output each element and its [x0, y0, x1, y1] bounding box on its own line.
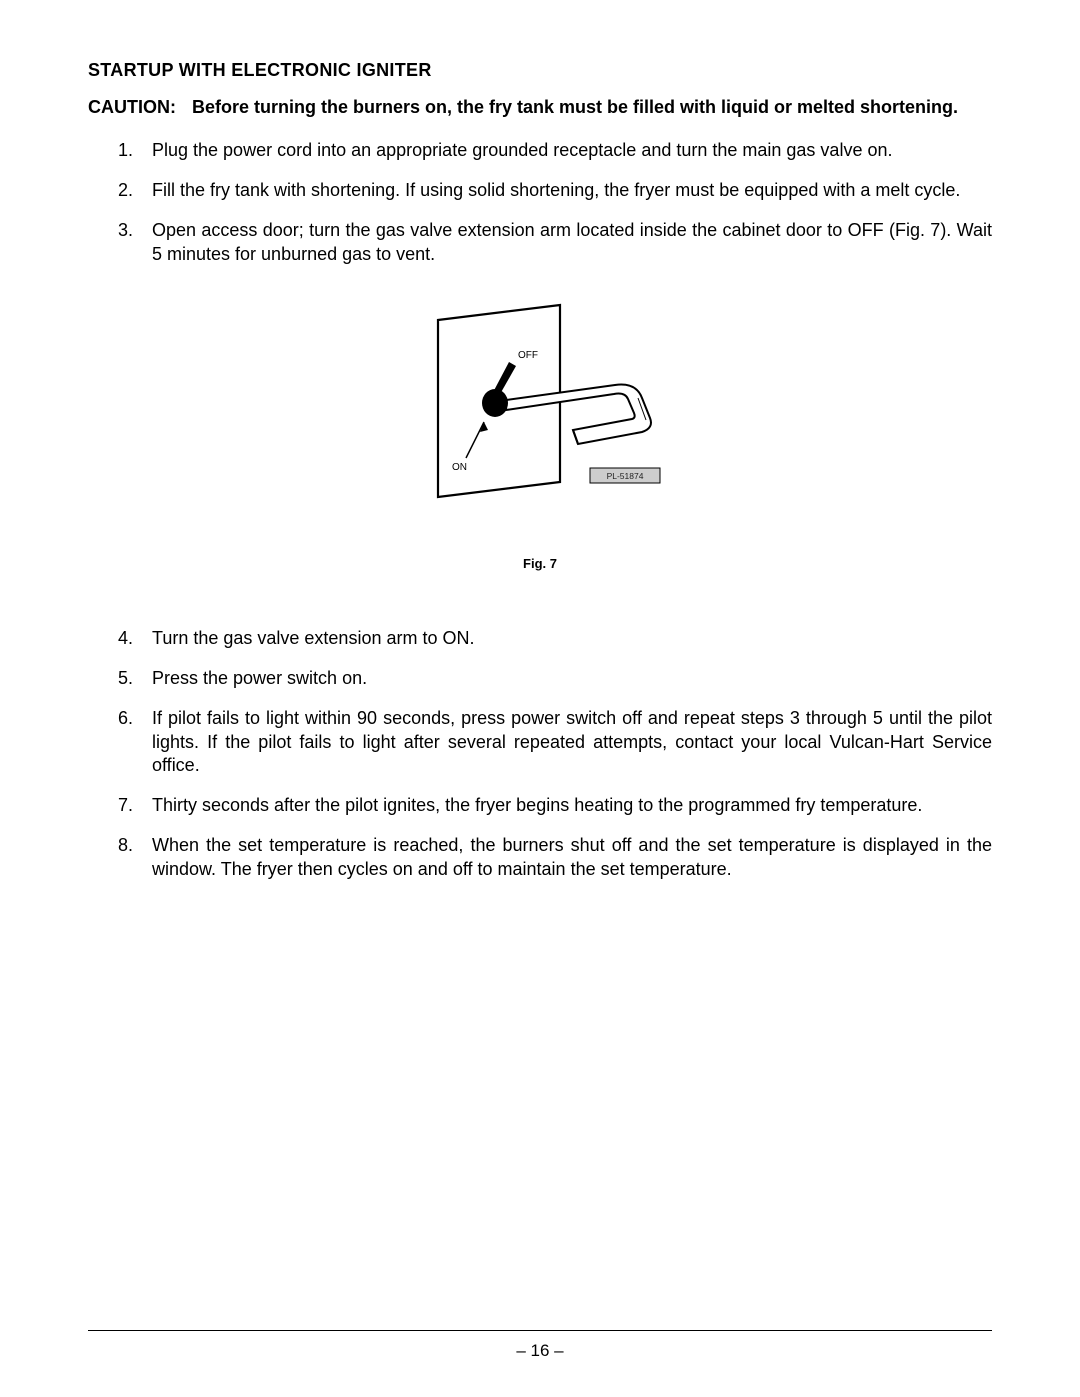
- list-text: If pilot fails to light within 90 second…: [152, 707, 992, 778]
- list-item: 8. When the set temperature is reached, …: [118, 834, 992, 882]
- figure-block: OFF ON PL-51874 Fig. 7: [88, 302, 992, 571]
- list-item: 1. Plug the power cord into an appropria…: [118, 139, 992, 163]
- footer-rule: [88, 1330, 992, 1331]
- list-text: Plug the power cord into an appropriate …: [152, 139, 992, 163]
- on-label: ON: [452, 462, 467, 473]
- list-text: Turn the gas valve extension arm to ON.: [152, 627, 992, 651]
- list-item: 2. Fill the fry tank with shortening. If…: [118, 179, 992, 203]
- list-text: Open access door; turn the gas valve ext…: [152, 219, 992, 267]
- off-label: OFF: [518, 350, 538, 361]
- caution-text: Before turning the burners on, the fry t…: [192, 97, 958, 117]
- figure-caption: Fig. 7: [88, 556, 992, 571]
- caution-label: CAUTION:: [88, 97, 176, 117]
- list-text: Fill the fry tank with shortening. If us…: [152, 179, 992, 203]
- section-title: STARTUP WITH ELECTRONIC IGNITER: [88, 60, 992, 81]
- list-item: 6. If pilot fails to light within 90 sec…: [118, 707, 992, 778]
- list-text: Press the power switch on.: [152, 667, 992, 691]
- list-number: 4.: [118, 627, 152, 651]
- caution-block: CAUTION: Before turning the burners on, t…: [88, 95, 992, 119]
- list-number: 3.: [118, 219, 152, 267]
- list-item: 5. Press the power switch on.: [118, 667, 992, 691]
- list-text: Thirty seconds after the pilot ignites, …: [152, 794, 992, 818]
- list-text: When the set temperature is reached, the…: [152, 834, 992, 882]
- page-footer: – 16 –: [88, 1330, 992, 1361]
- list-number: 5.: [118, 667, 152, 691]
- page-content: STARTUP WITH ELECTRONIC IGNITER CAUTION:…: [0, 0, 1080, 881]
- list-item: 3. Open access door; turn the gas valve …: [118, 219, 992, 267]
- list-item: 4. Turn the gas valve extension arm to O…: [118, 627, 992, 651]
- list-number: 6.: [118, 707, 152, 778]
- list-number: 1.: [118, 139, 152, 163]
- figure-diagram: OFF ON PL-51874: [410, 302, 670, 512]
- page-number: – 16 –: [88, 1341, 992, 1361]
- list-number: 7.: [118, 794, 152, 818]
- ordered-list-a: 1. Plug the power cord into an appropria…: [88, 139, 992, 266]
- drawing-code: PL-51874: [607, 471, 644, 481]
- list-number: 2.: [118, 179, 152, 203]
- list-number: 8.: [118, 834, 152, 882]
- list-item: 7. Thirty seconds after the pilot ignite…: [118, 794, 992, 818]
- ordered-list-b: 4. Turn the gas valve extension arm to O…: [88, 627, 992, 881]
